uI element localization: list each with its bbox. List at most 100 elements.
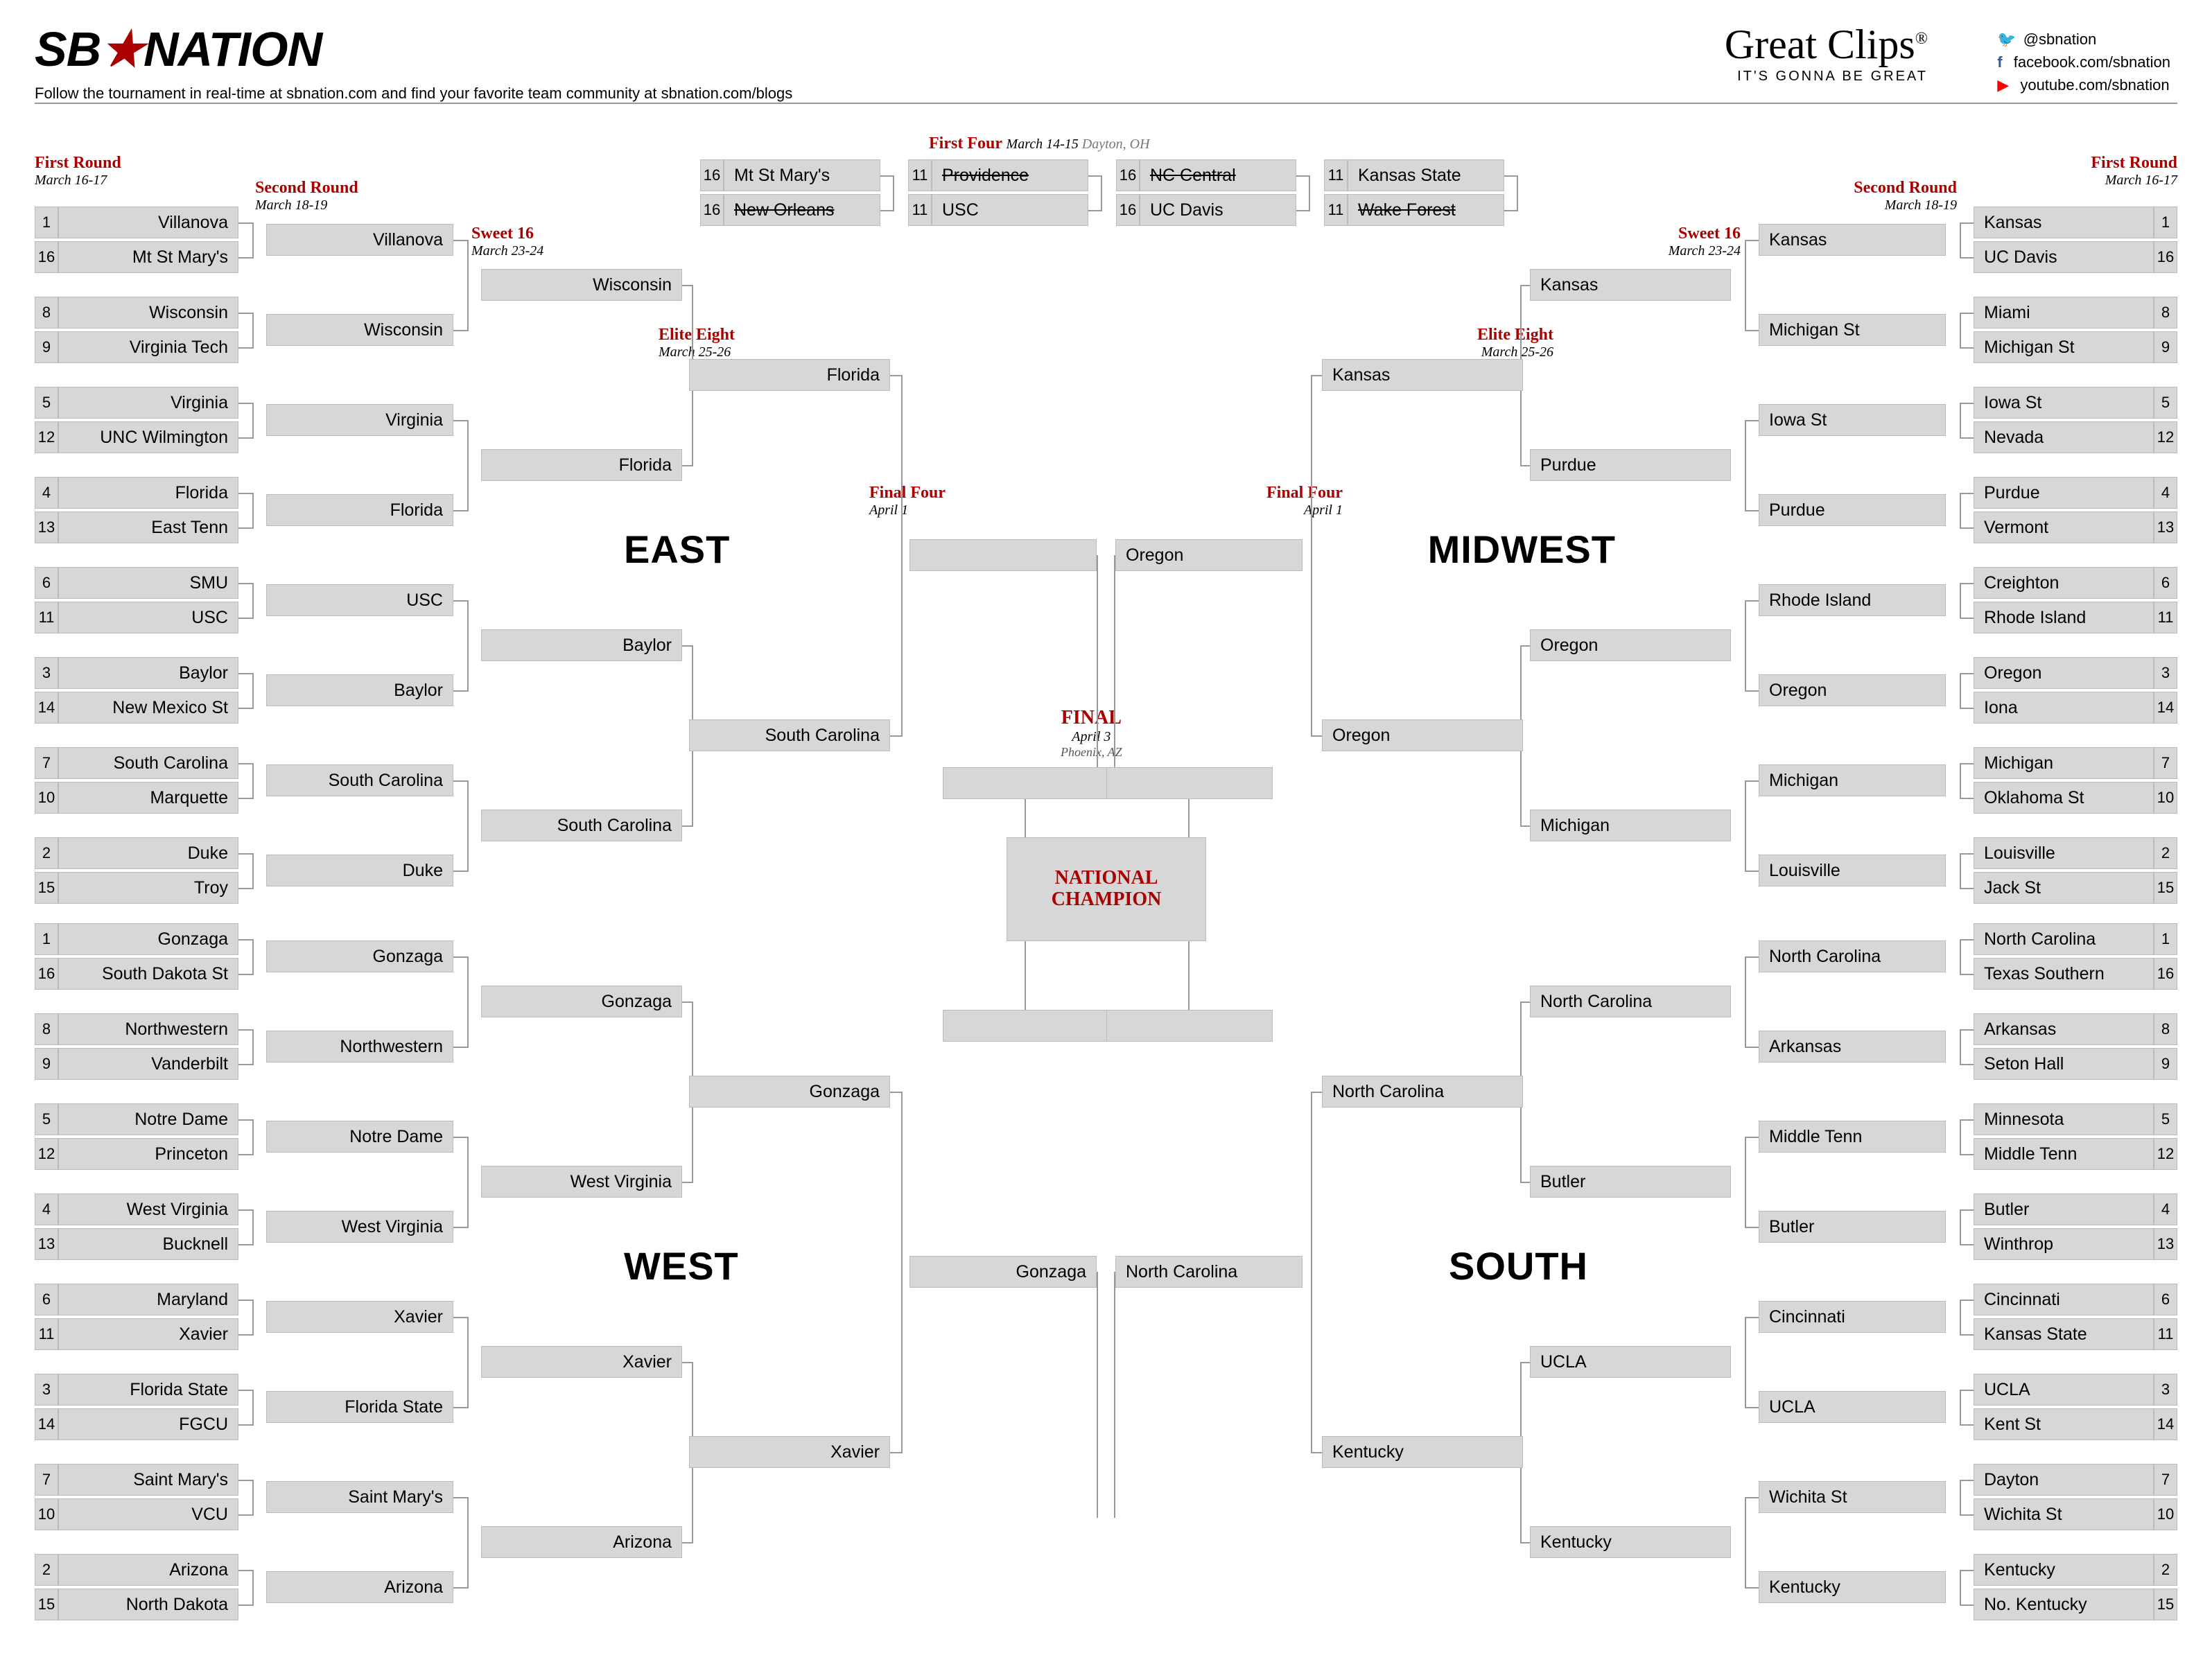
e8-team: Xavier: [689, 1436, 890, 1468]
r2-team: Rhode Island: [1759, 584, 1946, 616]
r1-team: Marquette: [58, 782, 238, 814]
s16-team: UCLA: [1530, 1346, 1731, 1378]
r2-team: Butler: [1759, 1211, 1946, 1243]
r1-seed: 12: [2154, 421, 2177, 453]
r2-team: Kentucky: [1759, 1571, 1946, 1603]
r1-seed: 3: [2154, 1374, 2177, 1406]
r1-team: West Virginia: [58, 1193, 238, 1225]
r1-seed: 5: [35, 1103, 58, 1135]
facebook-icon: f: [1997, 53, 2002, 71]
r1-seed: 7: [35, 1464, 58, 1496]
r1-seed: 11: [2154, 1318, 2177, 1350]
r2-team: West Virginia: [266, 1211, 453, 1243]
r1-team: Florida State: [58, 1374, 238, 1406]
sponsor: Great Clips® IT'S GONNA BE GREAT: [1725, 21, 1928, 85]
ff-team: UC Davis: [1140, 194, 1296, 226]
r1-seed: 3: [2154, 657, 2177, 689]
r1-seed: 10: [35, 1498, 58, 1530]
r1-seed: 8: [35, 1013, 58, 1045]
r1-seed: 8: [2154, 297, 2177, 329]
finalfour-right-label: Final FourApril 1: [1266, 484, 1343, 518]
first-round-left-label: First RoundMarch 16-17: [35, 154, 121, 189]
region-midwest: MIDWEST: [1428, 527, 1616, 572]
sponsor-name: Great Clips®: [1725, 21, 1928, 69]
tagline: Follow the tournament in real-time at sb…: [35, 85, 2177, 103]
s16-team: South Carolina: [481, 810, 682, 841]
r1-seed: 15: [2154, 872, 2177, 904]
r1-seed: 2: [35, 837, 58, 869]
r1-seed: 14: [35, 692, 58, 724]
r1-seed: 13: [2154, 511, 2177, 543]
e8-team: North Carolina: [1322, 1076, 1523, 1108]
r1-team: Oregon: [1974, 657, 2154, 689]
region-south: SOUTH: [1449, 1243, 1588, 1288]
r1-team: North Carolina: [1974, 923, 2154, 955]
ff-team: Providence: [932, 159, 1088, 191]
r1-seed: 16: [35, 958, 58, 990]
r1-team: Arkansas: [1974, 1013, 2154, 1045]
r1-team: Vermont: [1974, 511, 2154, 543]
ff-team: New Orleans: [724, 194, 880, 226]
r1-seed: 7: [2154, 747, 2177, 779]
r1-team: Northwestern: [58, 1013, 238, 1045]
ff-seed: 16: [1116, 159, 1140, 191]
r1-team: Creighton: [1974, 567, 2154, 599]
r1-team: Rhode Island: [1974, 602, 2154, 633]
ff-team: Mt St Mary's: [724, 159, 880, 191]
r1-seed: 16: [2154, 241, 2177, 273]
second-round-right-label: Second RoundMarch 18-19: [1854, 179, 1957, 213]
e8-team: Kansas: [1322, 359, 1523, 391]
e8-team: Oregon: [1322, 719, 1523, 751]
r2-team: Wisconsin: [266, 314, 453, 346]
sweet16-right-label: Sweet 16March 23-24: [1669, 225, 1741, 259]
ff-seed: 16: [700, 159, 724, 191]
r1-team: UC Davis: [1974, 241, 2154, 273]
r1-seed: 3: [35, 1374, 58, 1406]
r1-team: Gonzaga: [58, 923, 238, 955]
r1-team: Troy: [58, 872, 238, 904]
r1-seed: 1: [2154, 923, 2177, 955]
s16-team: Kentucky: [1530, 1526, 1731, 1558]
champion-box: NATIONAL CHAMPION: [1007, 837, 1206, 941]
social-links: 🐦@sbnation f facebook.com/sbnation ▶ you…: [1997, 28, 2177, 96]
facebook-link[interactable]: f facebook.com/sbnation: [1997, 51, 2177, 73]
r1-seed: 4: [35, 477, 58, 509]
r1-team: South Dakota St: [58, 958, 238, 990]
star-icon: ★: [101, 22, 143, 76]
r1-seed: 1: [35, 923, 58, 955]
ff-team: Wake Forest: [1348, 194, 1504, 226]
r2-team: North Carolina: [1759, 941, 1946, 972]
r1-seed: 9: [2154, 331, 2177, 363]
s16-team: Purdue: [1530, 449, 1731, 481]
r2-team: Northwestern: [266, 1031, 453, 1062]
s16-team: Florida: [481, 449, 682, 481]
r2-team: Baylor: [266, 674, 453, 706]
ff-seed: 11: [1324, 159, 1348, 191]
s16-team: Wisconsin: [481, 269, 682, 301]
r1-team: Virginia Tech: [58, 331, 238, 363]
youtube-link[interactable]: ▶ youtube.com/sbnation: [1997, 73, 2177, 96]
elite8-right-label: Elite EightMarch 25-26: [1477, 326, 1553, 360]
r1-team: UNC Wilmington: [58, 421, 238, 453]
r1-team: Jack St: [1974, 872, 2154, 904]
r1-team: SMU: [58, 567, 238, 599]
r1-team: Virginia: [58, 387, 238, 419]
r1-seed: 11: [35, 602, 58, 633]
r2-team: Arizona: [266, 1571, 453, 1603]
r1-seed: 10: [2154, 782, 2177, 814]
r1-seed: 9: [2154, 1048, 2177, 1080]
elite8-left-label: Elite EightMarch 25-26: [659, 326, 735, 360]
r1-seed: 9: [35, 1048, 58, 1080]
r2-team: Virginia: [266, 404, 453, 436]
r2-team: Middle Tenn: [1759, 1121, 1946, 1153]
r1-seed: 8: [2154, 1013, 2177, 1045]
r1-team: Iona: [1974, 692, 2154, 724]
r2-team: Florida: [266, 494, 453, 526]
r2-team: Purdue: [1759, 494, 1946, 526]
r1-team: Nevada: [1974, 421, 2154, 453]
s16-team: Arizona: [481, 1526, 682, 1558]
r2-team: Florida State: [266, 1391, 453, 1423]
twitter-link[interactable]: 🐦@sbnation: [1997, 28, 2177, 51]
r1-seed: 13: [35, 511, 58, 543]
r1-team: VCU: [58, 1498, 238, 1530]
